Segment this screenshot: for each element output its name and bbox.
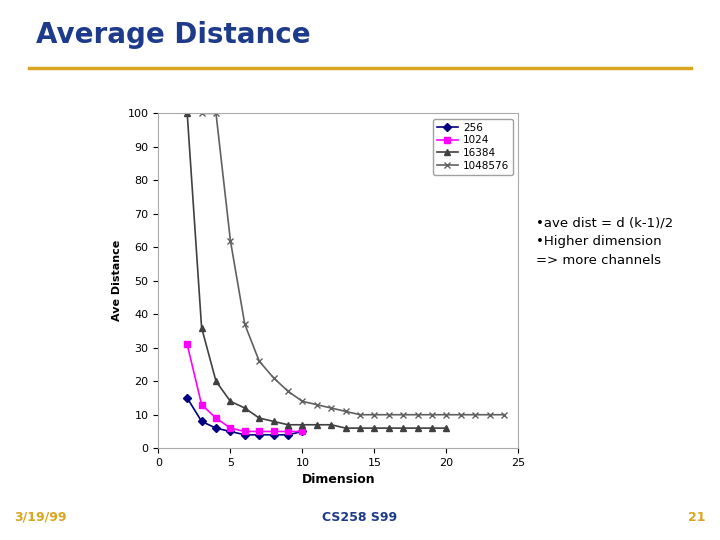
1048576 (500, 411, 508, 418)
1048576 (485, 411, 494, 418)
1048576 (471, 411, 480, 418)
1048576 (413, 411, 422, 418)
1048576 (384, 411, 393, 418)
16384 (327, 422, 336, 428)
1024 (255, 428, 264, 435)
16384 (413, 425, 422, 431)
1048576 (240, 321, 249, 328)
1024 (269, 428, 278, 435)
16384 (442, 425, 451, 431)
1048576 (255, 358, 264, 365)
1048576 (399, 411, 408, 418)
256 (183, 395, 192, 401)
16384 (356, 425, 364, 431)
1048576 (284, 388, 292, 395)
16384 (255, 415, 264, 421)
1048576 (226, 238, 235, 244)
16384 (312, 422, 321, 428)
16384 (298, 422, 307, 428)
1048576 (341, 408, 350, 415)
1048576 (269, 375, 278, 381)
1048576 (312, 401, 321, 408)
Text: CS258 S99: CS258 S99 (323, 511, 397, 524)
16384 (212, 378, 220, 384)
256 (298, 428, 307, 435)
1048576 (356, 411, 364, 418)
1048576 (327, 405, 336, 411)
256 (240, 431, 249, 438)
1048576 (428, 411, 436, 418)
256 (284, 431, 292, 438)
16384 (428, 425, 436, 431)
Legend: 256, 1024, 16384, 1048576: 256, 1024, 16384, 1048576 (433, 119, 513, 175)
Line: 16384: 16384 (184, 110, 450, 431)
16384 (284, 422, 292, 428)
1048576 (456, 411, 465, 418)
16384 (269, 418, 278, 424)
16384 (399, 425, 408, 431)
Line: 1048576: 1048576 (198, 110, 508, 418)
16384 (384, 425, 393, 431)
1048576 (212, 110, 220, 117)
16384 (240, 405, 249, 411)
Line: 256: 256 (184, 395, 305, 437)
1048576 (197, 110, 206, 117)
16384 (197, 325, 206, 331)
Line: 1024: 1024 (184, 342, 305, 434)
Text: 21: 21 (688, 511, 706, 524)
16384 (370, 425, 379, 431)
1024 (197, 401, 206, 408)
1024 (212, 415, 220, 421)
Text: Average Distance: Average Distance (36, 21, 310, 49)
1024 (240, 428, 249, 435)
256 (212, 425, 220, 431)
1048576 (370, 411, 379, 418)
1024 (284, 428, 292, 435)
256 (255, 431, 264, 438)
Text: •ave dist = d (k-1)/2
•Higher dimension
=> more channels: •ave dist = d (k-1)/2 •Higher dimension … (536, 216, 674, 267)
16384 (226, 398, 235, 404)
Y-axis label: Ave Distance: Ave Distance (112, 240, 122, 321)
256 (197, 418, 206, 424)
256 (269, 431, 278, 438)
16384 (341, 425, 350, 431)
1048576 (298, 398, 307, 404)
Text: 3/19/99: 3/19/99 (14, 511, 67, 524)
1048576 (442, 411, 451, 418)
256 (226, 428, 235, 435)
1024 (226, 425, 235, 431)
1024 (298, 428, 307, 435)
X-axis label: Dimension: Dimension (302, 474, 375, 487)
16384 (183, 110, 192, 117)
1024 (183, 341, 192, 348)
